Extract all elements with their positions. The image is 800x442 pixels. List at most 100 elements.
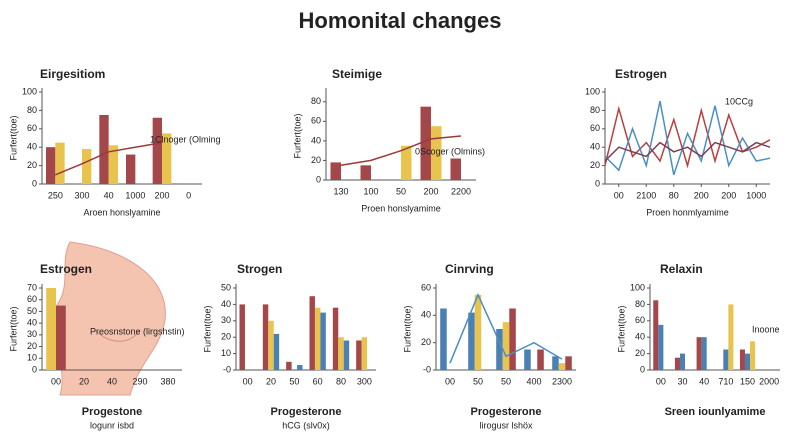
chart-title: Cinrving <box>445 262 494 276</box>
y-tick-label: -0 <box>423 364 431 374</box>
x-tick-label: 50 <box>473 376 483 386</box>
y-axis-label: Furfent(toe) <box>616 305 626 352</box>
bar <box>502 322 510 370</box>
bar <box>356 340 362 370</box>
x-tick-label: 30 <box>677 376 687 386</box>
x-tick-label: 300 <box>74 190 89 200</box>
chart-title: Estrogen <box>615 67 667 81</box>
bar <box>744 353 751 370</box>
x-tick-label: 00 <box>656 376 666 386</box>
page-title: Homonital changes <box>299 8 502 33</box>
y-tick-label: 40 <box>221 299 231 309</box>
bar <box>524 349 531 370</box>
bar <box>297 365 303 370</box>
x-tick-label: 150 <box>740 376 755 386</box>
bar <box>273 333 280 370</box>
y-tick-label: 20 <box>421 337 431 347</box>
y-tick-label: 80 <box>311 96 321 106</box>
bar <box>262 304 269 370</box>
bar <box>320 312 326 370</box>
y-tick-label: 100 <box>22 86 37 96</box>
bar <box>679 353 686 370</box>
x-tick-label: 80 <box>336 376 346 386</box>
x-tick-label: 00 <box>243 376 253 386</box>
x-tick-label: 200 <box>694 190 709 200</box>
x-tick-label: 00 <box>51 376 61 386</box>
y-tick-label: 40 <box>421 310 431 320</box>
bar <box>55 142 65 184</box>
y-tick-label: -0 <box>223 364 231 374</box>
y-tick-label: 60 <box>27 123 37 133</box>
line-series <box>604 101 771 176</box>
x-tick-label: 2100 <box>636 190 656 200</box>
bar <box>99 115 109 184</box>
line-series <box>55 141 163 176</box>
y-tick-label: 80 <box>635 299 645 309</box>
subcaption: hCG (slv0x) <box>282 420 330 430</box>
x-tick-label: 2200 <box>451 186 471 196</box>
bar <box>739 349 745 370</box>
y-tick-label: 20 <box>27 160 37 170</box>
x-tick-label: 80 <box>669 190 679 200</box>
bar <box>152 117 162 184</box>
x-tick-label: 00 <box>614 190 624 200</box>
chart-title: Estrogen <box>40 262 92 276</box>
bar <box>658 324 664 370</box>
y-tick-label: 40 <box>635 332 645 342</box>
y-tick-label: 70 <box>27 282 37 292</box>
bar <box>343 340 350 370</box>
x-tick-label: 300 <box>357 376 372 386</box>
x-tick-label: 2000 <box>759 376 779 386</box>
bar <box>728 304 734 370</box>
x-axis-label: Aroen honslyamine <box>83 207 160 217</box>
line-series <box>604 141 771 162</box>
x-tick-label: 40 <box>104 190 114 200</box>
bar <box>509 308 516 370</box>
caption: Sreen iounlyamime <box>665 406 766 418</box>
bar <box>330 162 341 180</box>
x-tick-label: 50 <box>501 376 511 386</box>
bar <box>440 308 447 370</box>
bar <box>750 341 756 370</box>
bar <box>701 337 707 370</box>
y-tick-label: 10 <box>27 353 37 363</box>
y-axis-label: Furfent(toe) <box>402 305 412 352</box>
anatomy-illustration <box>52 241 166 396</box>
y-tick-label: 50 <box>27 306 37 316</box>
y-tick-label: 0 <box>32 364 37 374</box>
bar <box>537 349 544 370</box>
y-axis-label: Furfert(toe) <box>8 115 18 160</box>
x-tick-label: 1000 <box>746 190 766 200</box>
bar <box>723 349 729 370</box>
chart-title: Strogen <box>237 262 282 276</box>
x-tick-label: 50 <box>289 376 299 386</box>
bar <box>162 133 172 184</box>
bar <box>332 307 339 370</box>
bar <box>468 312 475 370</box>
chart-title: Eirgesitiom <box>40 67 105 81</box>
x-tick-label: 40 <box>107 376 117 386</box>
bar <box>239 304 245 370</box>
y-axis-label: Furfert(toe) <box>292 113 302 158</box>
y-tick-label: 100 <box>585 86 600 96</box>
bar <box>420 106 431 180</box>
y-tick-label: 60 <box>590 123 600 133</box>
bar <box>474 294 482 370</box>
y-tick-label: 60 <box>635 315 645 325</box>
x-tick-label: 400 <box>526 376 541 386</box>
x-tick-label: 380 <box>160 376 175 386</box>
chart-title: Relaxin <box>660 262 703 276</box>
y-tick-label: 40 <box>27 142 37 152</box>
bar <box>286 361 292 370</box>
bar <box>696 337 702 370</box>
y-tick-label: 100 <box>630 282 645 292</box>
subcaption: lirogusr lshöx <box>479 420 533 430</box>
x-tick-label: 1000 <box>125 190 145 200</box>
y-tick-label: 20 <box>311 155 321 165</box>
y-tick-label: 0 <box>595 178 600 188</box>
bar <box>653 300 659 370</box>
bar <box>309 296 315 370</box>
bar <box>558 363 566 370</box>
bar <box>565 356 572 370</box>
